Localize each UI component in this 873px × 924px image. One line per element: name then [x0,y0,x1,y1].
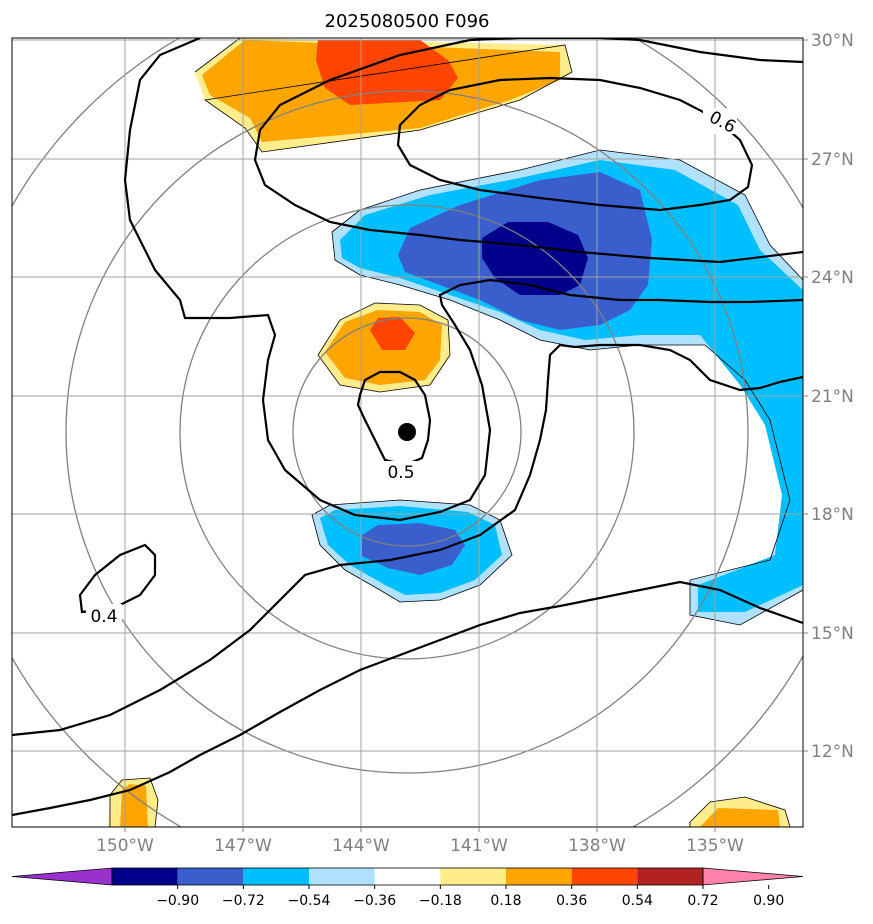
map-panel: 0.6 0.5 0.4 [12,38,803,827]
positive-anomaly-north [195,38,572,152]
colorbar-tick-label: −0.72 [222,893,265,909]
lat-label-18n: 18°N [811,505,854,525]
positive-anomaly-center [318,303,450,392]
lon-label-144w: 144°W [332,836,390,856]
colorbar-tick-label: 0.36 [556,893,587,909]
colorbar-segment [440,868,506,885]
storm-center-marker [398,423,416,441]
contour-label-bg-04 [86,604,122,626]
colorbar-tick-label: 0.90 [753,893,784,909]
colorbar-tick-label: 0.18 [490,893,521,909]
colorbar-tick-label: −0.54 [288,893,331,909]
lon-label-135w: 135°W [686,836,744,856]
contour-label-bg-05 [384,461,418,483]
colorbar-tick-label: 0.54 [622,893,653,909]
colorbar-tick-label: −0.36 [353,893,396,909]
lat-ticks [803,39,808,752]
contour-label-05: 0.5 [387,463,414,483]
map-title: 2025080500 F096 [325,11,490,32]
colorbar-tick-label: −0.90 [156,893,199,909]
lon-label-141w: 141°W [450,836,508,856]
colorbar: −0.90 −0.72 −0.54 −0.36 −0.18 0.18 0.36 0.54 0.7… [11,867,804,909]
lat-label-12n: 12°N [811,742,854,762]
colorbar-segment [374,868,441,885]
contour-lines [12,38,803,817]
colorbar-segment [637,868,703,885]
colorbar-segment [112,868,178,885]
contour-label-04: 0.4 [90,607,117,627]
lat-label-15n: 15°N [811,624,854,644]
lon-label-138w: 138°W [568,836,626,856]
map-frame [11,37,804,828]
colorbar-extension-low [11,867,113,886]
lat-label-30n: 30°N [811,31,854,51]
colorbar-extension-high [702,867,804,886]
colorbar-segment [571,868,638,885]
negative-anomaly-south [312,500,512,602]
colorbar-segment [243,868,309,885]
lat-label-27n: 27°N [811,150,854,170]
lat-label-24n: 24°N [811,268,854,288]
colorbar-segment [309,868,375,885]
lon-label-147w: 147°W [214,836,272,856]
colorbar-tick-label: −0.18 [419,893,462,909]
lon-ticks [124,827,716,832]
colorbar-outline [111,867,704,886]
range-rings [12,38,803,827]
lat-label-21n: 21°N [811,387,854,407]
contour-label-bg-06 [703,108,737,134]
colorbar-tick-label: 0.72 [687,893,718,909]
colorbar-segment [506,868,572,885]
colorbar-segment [177,868,244,885]
positive-anomaly-southwest [108,778,158,827]
fill-outlines [109,38,803,827]
positive-anomaly-southeast [688,797,790,827]
lon-label-150w: 150°W [96,836,154,856]
